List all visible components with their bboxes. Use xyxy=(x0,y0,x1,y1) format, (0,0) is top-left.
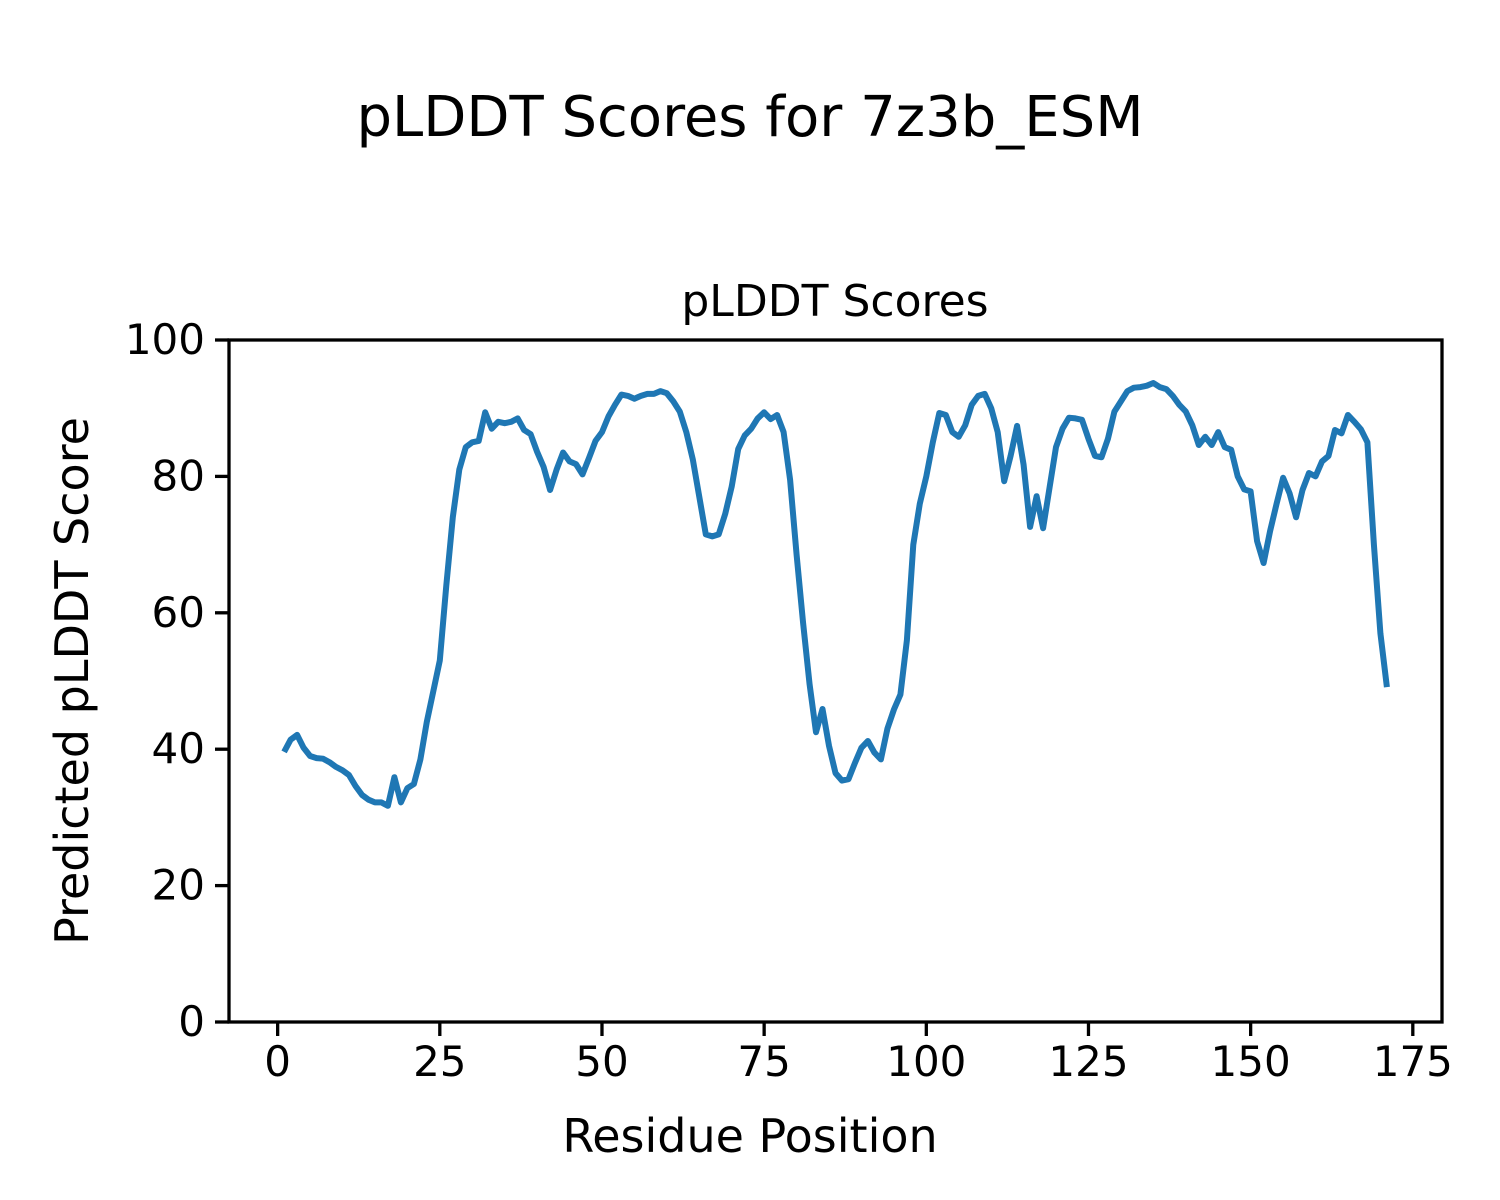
x-tick-label: 75 xyxy=(737,1037,790,1086)
y-tick-label: 40 xyxy=(152,724,205,773)
y-tick-label: 0 xyxy=(178,997,205,1046)
x-tick-label: 50 xyxy=(575,1037,628,1086)
plot-border-spines xyxy=(227,338,1444,1024)
y-tick-label: 60 xyxy=(152,588,205,637)
x-tick-label: 0 xyxy=(264,1037,291,1086)
x-axis-ticks: 0 25 50 75 100 125 150 175 xyxy=(264,1022,1453,1086)
axes-title: pLDDT Scores xyxy=(681,276,988,327)
y-axis-label: Predicted pLDDT Score xyxy=(45,417,99,945)
x-tick-label: 25 xyxy=(413,1037,466,1086)
x-tick-label: 175 xyxy=(1373,1037,1453,1086)
y-tick-label: 80 xyxy=(152,451,205,500)
x-axis-label: Residue Position xyxy=(562,1109,937,1163)
x-tick-label: 100 xyxy=(886,1037,966,1086)
x-tick-label: 125 xyxy=(1048,1037,1128,1086)
x-tick-label: 150 xyxy=(1211,1037,1291,1086)
y-axis-ticks: 0 20 40 60 80 100 xyxy=(125,315,229,1046)
figure-title: pLDDT Scores for 7z3b_ESM xyxy=(356,85,1143,150)
plddt-series-line xyxy=(281,380,1390,809)
y-tick-label: 100 xyxy=(125,315,205,364)
y-tick-label: 20 xyxy=(152,861,205,910)
